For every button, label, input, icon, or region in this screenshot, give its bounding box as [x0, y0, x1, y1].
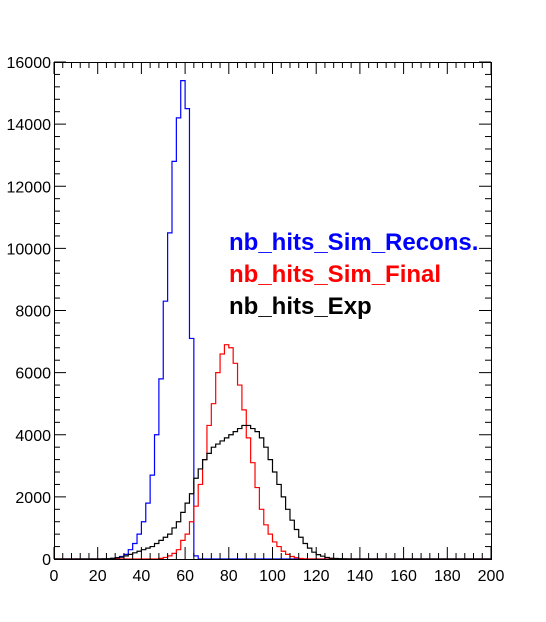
y-tick-label: 2000: [15, 490, 51, 507]
y-tick-label: 4000: [15, 428, 51, 445]
y-tick-label: 16000: [7, 55, 52, 72]
y-tick-label: 10000: [7, 241, 52, 258]
legend-entry: nb_hits_Exp: [229, 293, 372, 320]
x-tick-label: 100: [259, 568, 286, 585]
x-tick-label: 160: [390, 568, 417, 585]
x-tick-label: 120: [303, 568, 330, 585]
y-tick-label: 12000: [7, 179, 52, 196]
x-tick-label: 80: [220, 568, 238, 585]
y-axis: 0 2000 4000 6000 8000 10000 12000 14000 16000: [7, 55, 491, 569]
y-tick-label: 8000: [15, 304, 51, 321]
y-tick-label: 14000: [7, 117, 52, 134]
x-tick-label: 0: [50, 568, 59, 585]
x-tick-label: 20: [89, 568, 107, 585]
legend-entry: nb_hits_Sim_Final: [229, 261, 441, 288]
legend: nb_hits_Sim_Recons. nb_hits_Sim_Final nb_h…: [229, 229, 478, 320]
y-tick-label: 6000: [15, 366, 51, 383]
x-tick-label: 60: [176, 568, 194, 585]
x-tick-label: 180: [434, 568, 461, 585]
x-tick-label: 200: [478, 568, 505, 585]
y-tick-label: 0: [42, 552, 51, 569]
x-axis: 0 20 40 60 80 100 120 140 160 180 200: [50, 62, 505, 585]
x-tick-label: 40: [133, 568, 151, 585]
x-tick-label: 140: [347, 568, 374, 585]
legend-entry: nb_hits_Sim_Recons.: [229, 229, 478, 256]
